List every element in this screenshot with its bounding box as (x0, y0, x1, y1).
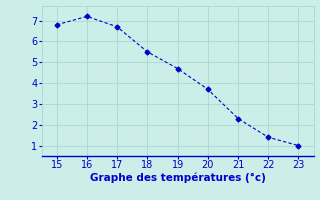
X-axis label: Graphe des températures (°c): Graphe des températures (°c) (90, 173, 266, 183)
